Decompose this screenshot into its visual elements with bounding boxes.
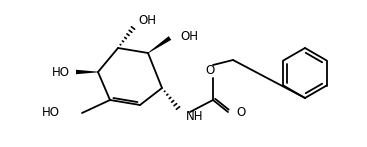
Text: O: O (236, 106, 245, 120)
Polygon shape (76, 70, 98, 74)
Polygon shape (148, 36, 171, 53)
Text: OH: OH (180, 30, 198, 42)
Text: HO: HO (42, 106, 60, 120)
Text: O: O (206, 64, 215, 76)
Text: HO: HO (52, 66, 70, 78)
Text: NH: NH (186, 110, 203, 122)
Text: OH: OH (138, 14, 156, 26)
